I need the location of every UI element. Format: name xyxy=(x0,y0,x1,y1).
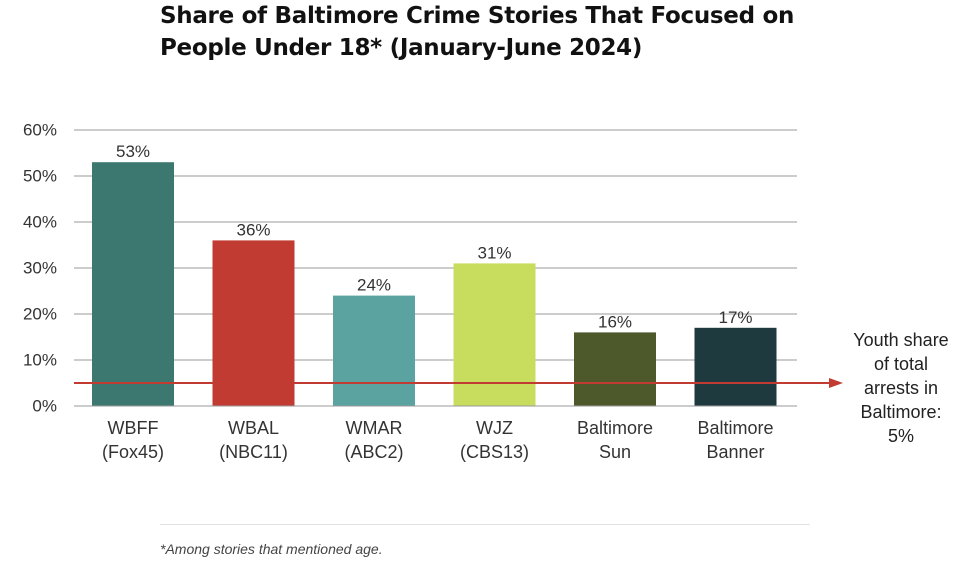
x-tick-label: WJZ xyxy=(476,418,513,438)
chart-title-line-1: Share of Baltimore Crime Stories That Fo… xyxy=(160,3,795,29)
reference-line-annotation: Youth share of total arrests in Baltimor… xyxy=(842,328,960,448)
x-tick-label: (CBS13) xyxy=(460,442,529,462)
x-tick-label: (ABC2) xyxy=(344,442,403,462)
bar-value-label: 24% xyxy=(357,276,391,295)
footnote: *Among stories that mentioned age. xyxy=(160,541,383,557)
bar xyxy=(212,240,295,406)
annotation-line-4: Baltimore: xyxy=(860,402,942,422)
bar-value-label: 36% xyxy=(236,220,270,239)
x-tick-label: (Fox45) xyxy=(102,442,164,462)
bar xyxy=(453,263,536,406)
x-tick-label: Banner xyxy=(706,442,764,462)
x-tick-label: WBAL xyxy=(228,418,279,438)
y-tick-label: 0% xyxy=(32,397,57,416)
bar-value-label: 53% xyxy=(116,142,150,161)
x-tick-label: WBFF xyxy=(108,418,159,438)
annotation-line-3: arrests in xyxy=(863,378,939,398)
bar xyxy=(333,295,415,406)
y-tick-label: 10% xyxy=(23,351,57,370)
chart-title-line-2: People Under 18* (January-June 2024) xyxy=(160,35,643,61)
reference-line-arrowhead xyxy=(829,378,843,388)
x-tick-label: (NBC11) xyxy=(219,442,288,462)
bar-value-label: 16% xyxy=(598,312,632,331)
bar xyxy=(574,332,656,406)
y-tick-label: 50% xyxy=(23,167,57,186)
footnote-divider xyxy=(160,524,810,525)
bar-value-label: 17% xyxy=(718,308,752,327)
y-tick-label: 60% xyxy=(23,121,57,140)
annotation-line-1: Youth share xyxy=(853,330,949,350)
y-tick-label: 30% xyxy=(23,259,57,278)
chart-title: Share of Baltimore Crime Stories That Fo… xyxy=(160,0,860,64)
x-tick-label: Baltimore xyxy=(697,418,773,438)
annotation-line-5: 5% xyxy=(887,426,914,446)
bar xyxy=(694,327,777,406)
bar xyxy=(92,162,174,406)
x-tick-label: Baltimore xyxy=(577,418,653,438)
annotation-line-2: of total xyxy=(873,354,929,374)
y-tick-label: 20% xyxy=(23,305,57,324)
bar-value-label: 31% xyxy=(477,243,511,262)
x-tick-label: WMAR xyxy=(346,418,403,438)
x-tick-label: Sun xyxy=(599,442,631,462)
y-tick-label: 40% xyxy=(23,213,57,232)
